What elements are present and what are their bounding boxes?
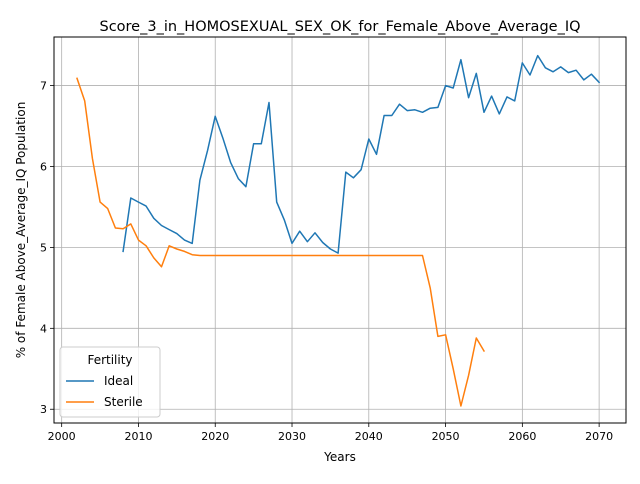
legend-box [59,346,161,418]
tick-layer: 2000 2010 2020 2030 2040 2050 2060 2070 3 4 5 6 7 [40,80,613,443]
x-axis-label: Years [323,450,356,464]
legend-label-ideal: Ideal [104,374,133,388]
series-layer [76,54,601,407]
x-tick-label: 2000 [48,430,76,443]
y-tick-label: 3 [40,403,47,416]
x-tick-label: 2030 [278,430,306,443]
legend: Fertility Ideal Sterile [59,346,161,418]
legend-title: Fertility [87,353,132,367]
x-tick-label: 2060 [508,430,536,443]
x-tick-label: 2050 [432,430,460,443]
chart-title: Score_3_in_HOMOSEXUAL_SEX_OK_for_Female_… [99,19,580,35]
y-tick-label: 7 [40,80,47,93]
x-tick-label: 2070 [585,430,613,443]
series-line-sterile [76,77,486,407]
y-tick-label: 4 [40,322,47,335]
legend-label-sterile: Sterile [104,395,143,409]
y-tick-label: 6 [40,160,47,173]
series-line-ideal [122,54,601,254]
plot-frame [53,36,627,424]
y-axis-label: % of Female Above_Average_IQ Population [14,102,28,359]
x-tick-label: 2010 [124,430,152,443]
y-tick-label: 5 [40,241,47,254]
x-tick-label: 2020 [201,430,229,443]
x-tick-label: 2040 [355,430,383,443]
